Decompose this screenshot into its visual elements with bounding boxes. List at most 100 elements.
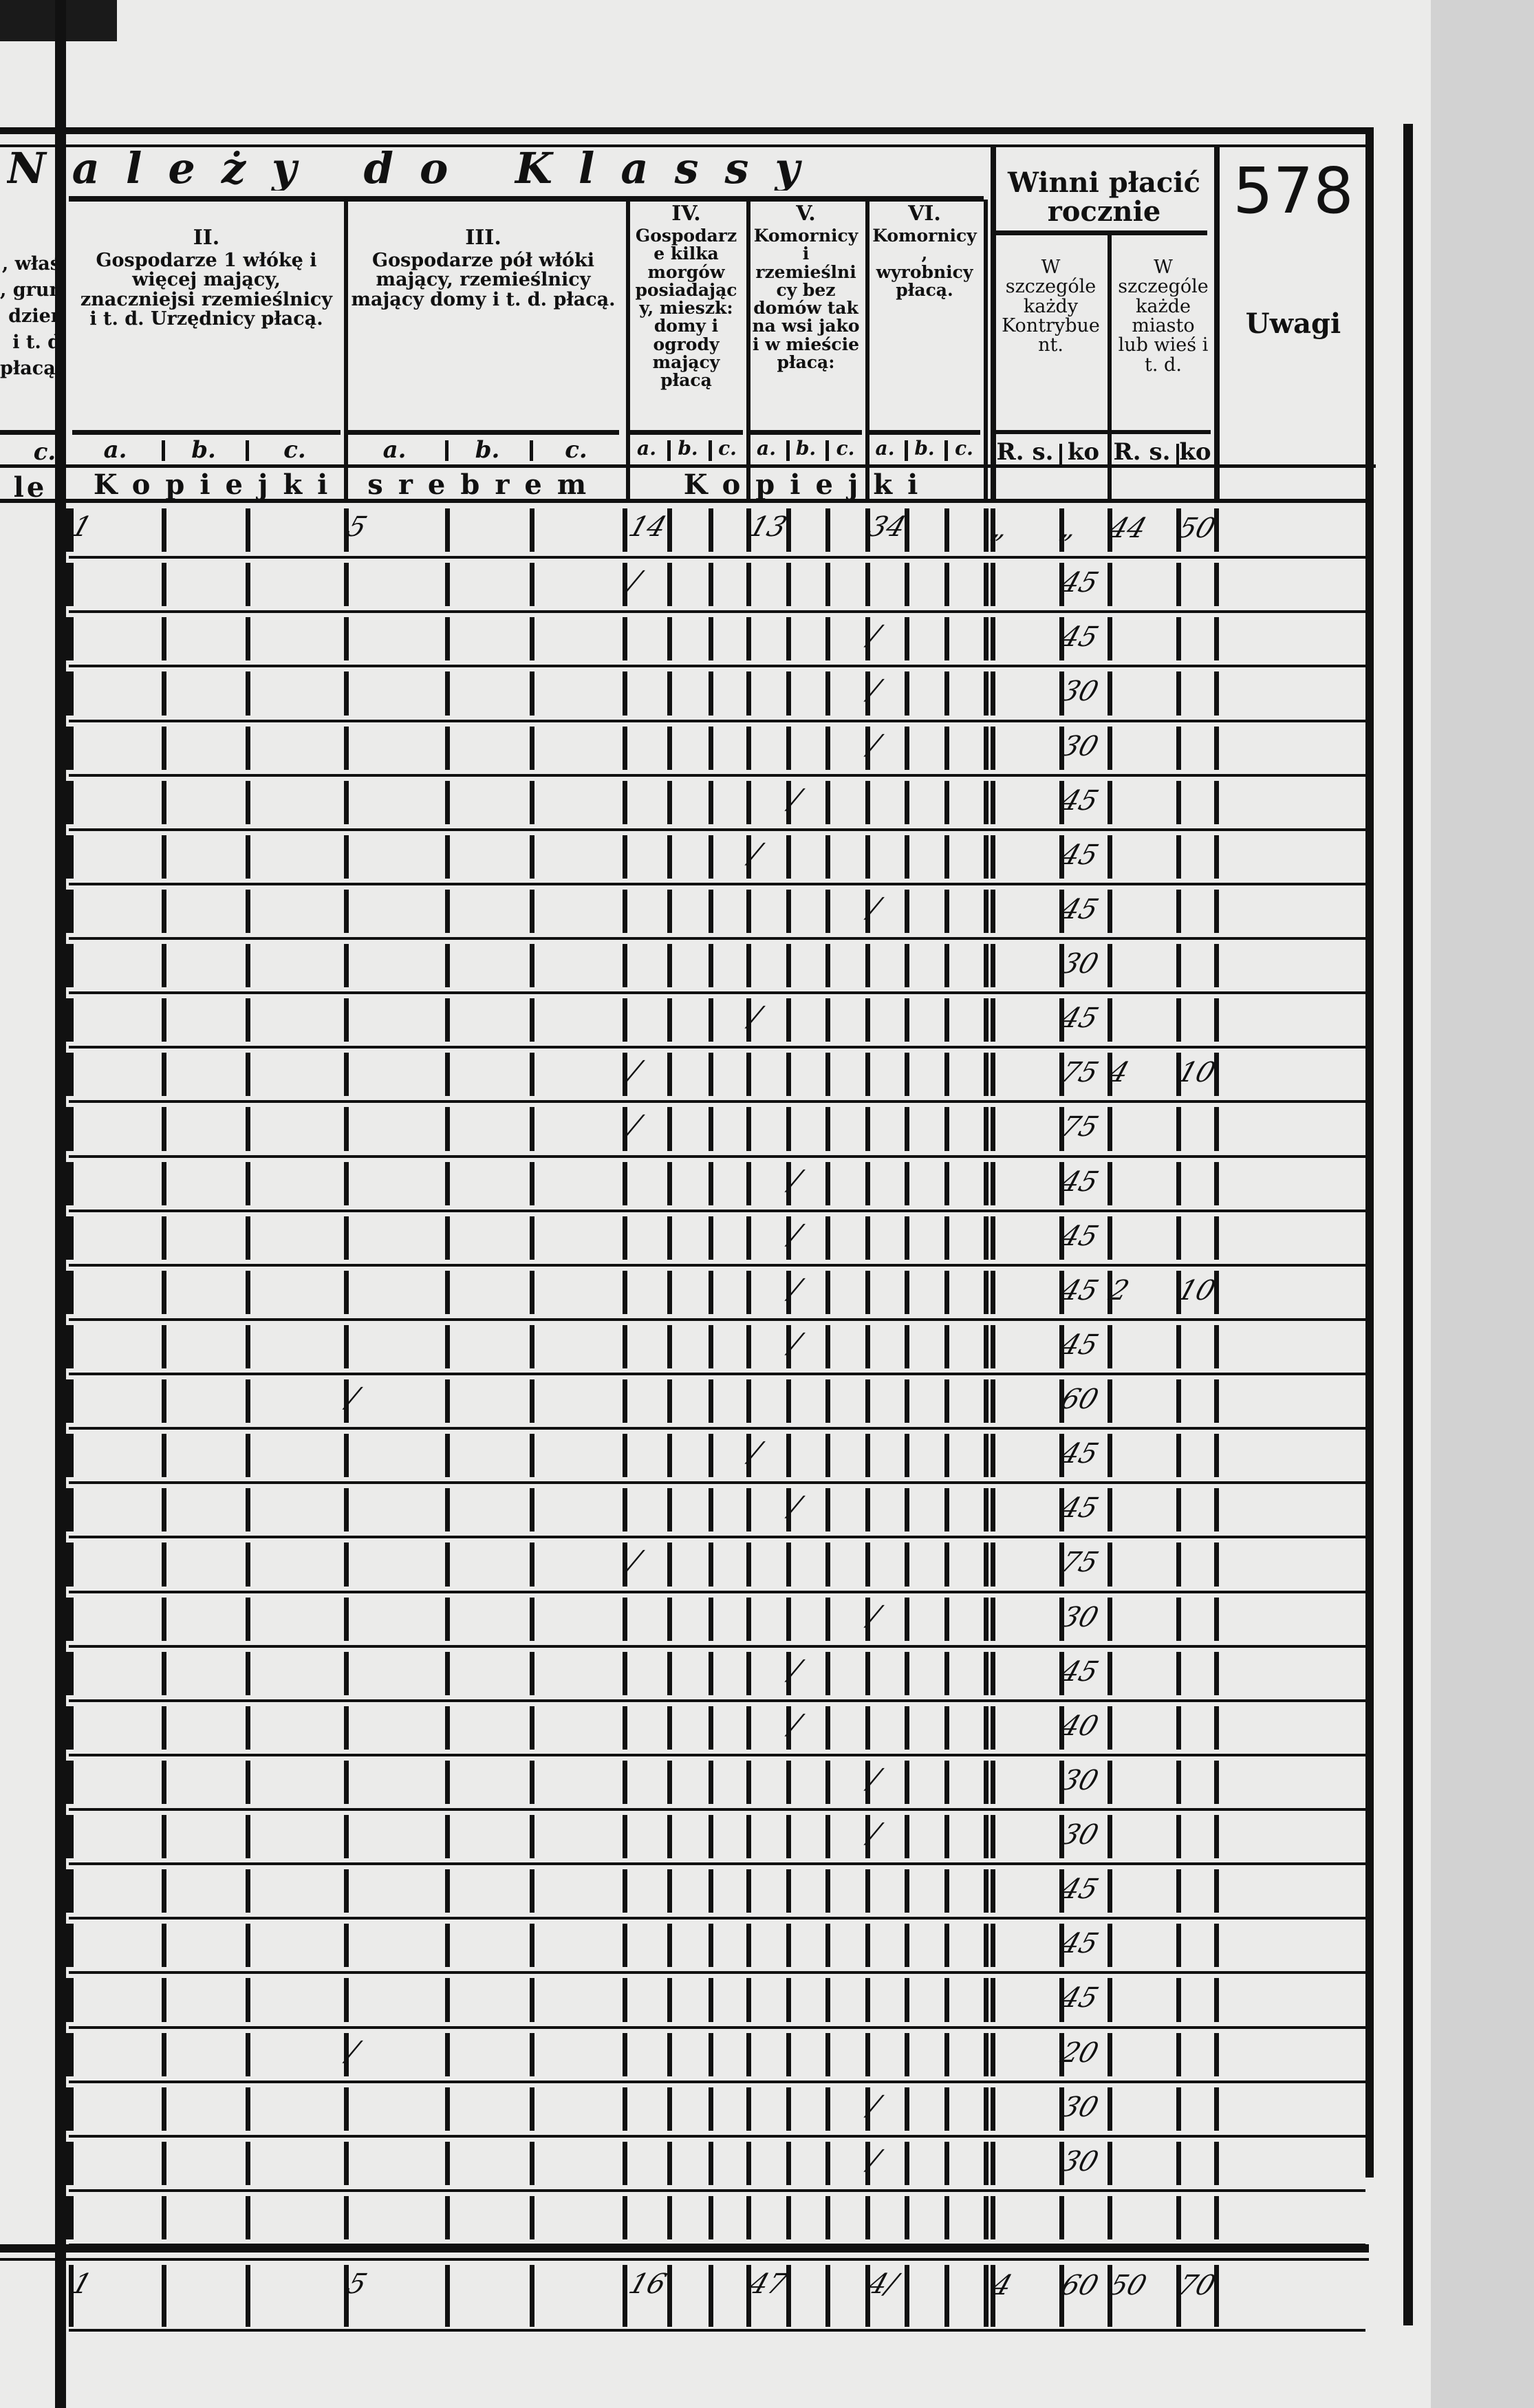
cell-divider bbox=[786, 1978, 791, 2022]
cell-divider bbox=[1108, 671, 1112, 716]
row-line bbox=[69, 610, 1365, 614]
subcol-label-IIb: b. bbox=[191, 436, 216, 464]
cell-divider bbox=[246, 1651, 250, 1695]
cell-divider bbox=[1176, 1379, 1181, 1423]
cell-divider bbox=[905, 1978, 909, 2022]
cell-divider bbox=[530, 1324, 534, 1368]
row-line bbox=[69, 2080, 1365, 2083]
column-line bbox=[1176, 444, 1179, 468]
cell-divider bbox=[786, 617, 791, 661]
rule-line bbox=[0, 2258, 1369, 2261]
cell-divider bbox=[530, 889, 534, 933]
cell-divider bbox=[865, 508, 870, 552]
cell-divider bbox=[667, 617, 672, 661]
cell-divider bbox=[162, 998, 166, 1042]
cell-divider bbox=[1176, 1434, 1181, 1478]
cell-divider bbox=[623, 1107, 627, 1151]
rule-line bbox=[347, 430, 619, 435]
column-line bbox=[786, 440, 790, 461]
cell-divider bbox=[69, 1760, 74, 1804]
row-line bbox=[69, 1590, 1365, 1593]
cell-divider bbox=[530, 1161, 534, 1205]
cell-divider bbox=[162, 1869, 166, 1913]
cell-divider bbox=[445, 1107, 450, 1151]
cell-divider bbox=[786, 508, 791, 552]
cell-divider bbox=[667, 1379, 672, 1423]
cell-divider bbox=[162, 2195, 166, 2239]
cell-divider bbox=[530, 1434, 534, 1478]
cell-divider bbox=[1108, 1379, 1112, 1423]
cell-divider bbox=[667, 944, 672, 988]
cell-divider bbox=[1214, 1270, 1219, 1314]
cell-divider bbox=[1176, 563, 1181, 607]
cell-divider bbox=[1176, 1324, 1181, 1368]
cell-divider bbox=[162, 1107, 166, 1151]
cell-divider bbox=[667, 835, 672, 879]
cell-divider bbox=[445, 2087, 450, 2131]
cell-divider bbox=[1214, 1760, 1219, 1804]
uwagi-header: Uwagi bbox=[1245, 308, 1341, 340]
cell-divider bbox=[69, 944, 74, 988]
cell-divider bbox=[1108, 2087, 1112, 2131]
column-line bbox=[667, 440, 671, 461]
cell-divider bbox=[530, 1706, 534, 1750]
cell-divider bbox=[746, 1379, 751, 1423]
rule-line bbox=[0, 499, 1372, 503]
cell-divider bbox=[445, 944, 450, 988]
cell-divider bbox=[1214, 1597, 1219, 1641]
cell-divider bbox=[1108, 1597, 1112, 1641]
cell-divider bbox=[825, 1760, 830, 1804]
subcol-label-IVb: b. bbox=[678, 437, 698, 460]
cell-divider bbox=[984, 835, 989, 879]
cell-divider bbox=[944, 1216, 949, 1260]
cell-divider bbox=[162, 617, 166, 661]
cell-divider bbox=[246, 1815, 250, 1859]
cell-divider bbox=[984, 1053, 989, 1097]
cell-divider bbox=[623, 1542, 627, 1587]
cell-divider bbox=[445, 2032, 450, 2076]
cell-divider bbox=[746, 563, 751, 607]
cell-divider bbox=[709, 1107, 713, 1151]
cell-divider bbox=[991, 2195, 995, 2239]
cell-divider bbox=[709, 1869, 713, 1913]
cell-divider bbox=[623, 1597, 627, 1641]
cell-divider bbox=[1059, 1379, 1064, 1423]
cell-divider bbox=[69, 2032, 74, 2076]
top-rule bbox=[0, 127, 1372, 134]
uwagi-divider bbox=[1214, 144, 1220, 502]
handwritten-mark: 47 bbox=[745, 2268, 791, 2300]
cell-divider bbox=[984, 1434, 989, 1478]
cell-divider bbox=[991, 671, 995, 716]
cell-divider bbox=[1059, 1978, 1064, 2022]
cell-divider bbox=[344, 2087, 349, 2131]
cell-divider bbox=[1214, 1924, 1219, 1968]
cell-divider bbox=[344, 835, 349, 879]
cell-divider bbox=[709, 671, 713, 716]
cell-divider bbox=[984, 1978, 989, 2022]
cell-divider bbox=[709, 1379, 713, 1423]
cell-divider bbox=[1108, 889, 1112, 933]
cell-divider bbox=[825, 1324, 830, 1368]
cell-divider bbox=[991, 2032, 995, 2076]
cell-divider bbox=[1108, 944, 1112, 988]
cell-divider bbox=[246, 2265, 250, 2327]
cell-divider bbox=[667, 1053, 672, 1097]
cell-divider bbox=[944, 889, 949, 933]
cell-divider bbox=[746, 1434, 751, 1478]
cell-divider bbox=[445, 671, 450, 716]
cell-divider bbox=[246, 1924, 250, 1968]
cell-divider bbox=[865, 2087, 870, 2131]
cell-divider bbox=[1108, 563, 1112, 607]
column-line bbox=[530, 440, 533, 461]
cell-divider bbox=[865, 671, 870, 716]
cell-divider bbox=[786, 889, 791, 933]
cell-divider bbox=[162, 2087, 166, 2131]
cell-divider bbox=[786, 563, 791, 607]
rule-line bbox=[750, 430, 862, 435]
cell-divider bbox=[61, 671, 71, 716]
cell-divider bbox=[865, 1978, 870, 2022]
cell-divider bbox=[944, 1978, 949, 2022]
cell-divider bbox=[623, 889, 627, 933]
row-line bbox=[69, 1154, 1365, 1158]
